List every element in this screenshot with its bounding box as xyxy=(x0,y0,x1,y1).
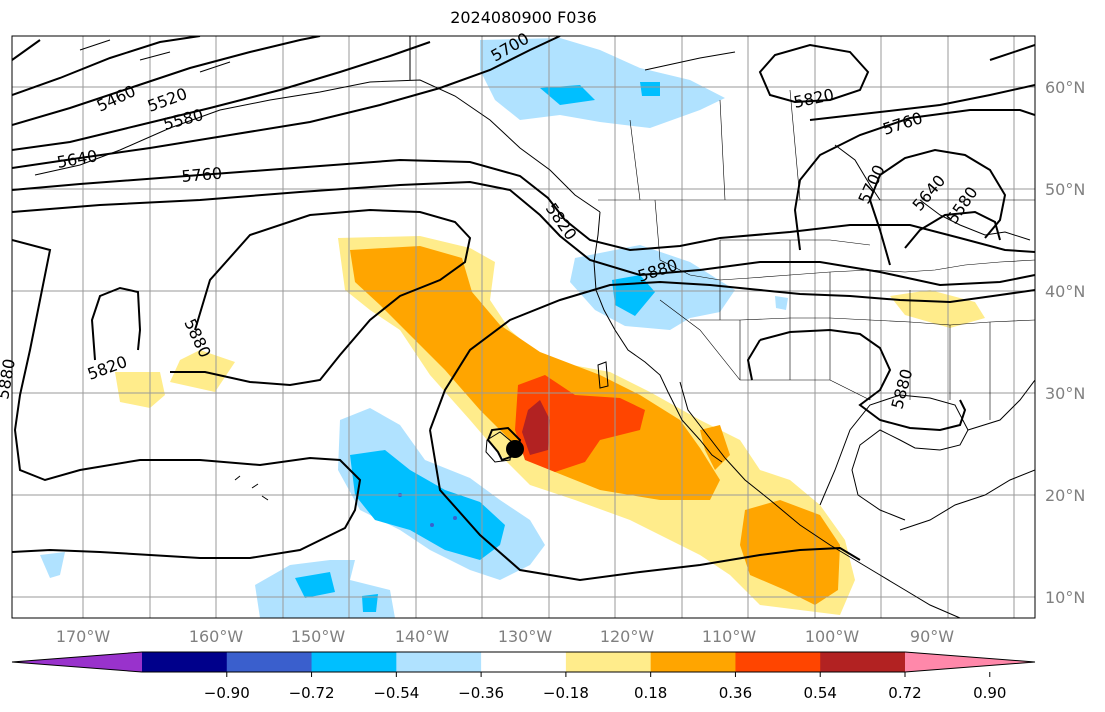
colorbar-tick-label: 0.54 xyxy=(804,684,837,702)
negative-anomaly-mid-region xyxy=(540,85,595,105)
colorbar-outline xyxy=(11,651,1036,673)
colorbar-segment xyxy=(650,652,736,672)
colorbar-tick-label: 0.72 xyxy=(888,684,921,702)
colorbar-tick-label: −0.36 xyxy=(458,684,504,702)
lat-label: 10°N xyxy=(1045,588,1085,607)
lat-label: 20°N xyxy=(1045,486,1085,505)
colorbar-extension-high xyxy=(905,652,1035,672)
negative-anomaly-deep-speck xyxy=(453,516,457,520)
negative-anomaly-light-region xyxy=(775,296,788,310)
lon-label: 110°W xyxy=(702,627,757,646)
map-title: 2024080900 F036 xyxy=(450,8,597,27)
colorbar-tick-label: 0.90 xyxy=(973,684,1006,702)
longitude-axis: 170°W 160°W 150°W 140°W 130°W 120°W 110°… xyxy=(56,627,954,646)
latitude-axis: 60°N 50°N 40°N 30°N 20°N 10°N xyxy=(1045,78,1085,607)
lat-label: 60°N xyxy=(1045,78,1085,97)
lon-label: 90°W xyxy=(910,627,954,646)
colorbar-tick-label: −0.90 xyxy=(204,684,250,702)
colorbar-segment xyxy=(820,652,906,672)
lon-label: 160°W xyxy=(189,627,244,646)
map-frame xyxy=(11,35,1036,619)
colorbar-segment xyxy=(735,652,821,672)
negative-anomaly-mid-region xyxy=(362,594,378,612)
contour-label: 5760 xyxy=(181,164,223,186)
colorbar-segment xyxy=(396,652,482,672)
political-borders xyxy=(598,89,1035,420)
lon-label: 130°W xyxy=(498,627,553,646)
lon-label: 140°W xyxy=(395,627,450,646)
map-gridlines xyxy=(12,36,1035,618)
colorbar-tick-label: −0.54 xyxy=(373,684,419,702)
colorbar-tick-label: 0.36 xyxy=(719,684,752,702)
lon-label: 100°W xyxy=(805,627,860,646)
storm-center-marker xyxy=(506,440,524,458)
negative-anomaly-mid-region xyxy=(612,275,655,316)
colorbar-segment xyxy=(142,652,228,672)
colorbar-segment xyxy=(226,652,313,672)
lat-label: 30°N xyxy=(1045,384,1085,403)
negative-anomaly-light-region xyxy=(480,38,725,128)
positive-anomaly-mid-region xyxy=(700,425,730,470)
negative-anomaly-deep-speck xyxy=(430,523,434,527)
lat-label: 40°N xyxy=(1045,282,1085,301)
lon-label: 120°W xyxy=(600,627,655,646)
positive-anomaly-light-region xyxy=(115,372,165,408)
lat-label: 50°N xyxy=(1045,180,1085,199)
colorbar-segment xyxy=(565,652,652,672)
lon-label: 170°W xyxy=(56,627,111,646)
colorbar-tick-label: −0.18 xyxy=(543,684,589,702)
colorbar-extension-low xyxy=(12,652,142,672)
negative-anomaly-light-region xyxy=(40,552,65,578)
colorbar: −0.90 −0.72 −0.54 −0.36 −0.18 0.18 0.36 0.54 0.7… xyxy=(11,651,1036,702)
positive-anomaly-max-region xyxy=(522,400,550,455)
height-contours xyxy=(12,36,1035,582)
anomaly-shading xyxy=(40,38,985,618)
colorbar-tick-label: 0.18 xyxy=(634,684,667,702)
colorbar-segment xyxy=(481,652,567,672)
colorbar-tick-label: −0.72 xyxy=(289,684,335,702)
negative-anomaly-mid-region xyxy=(295,572,335,598)
lon-label: 150°W xyxy=(291,627,346,646)
negative-anomaly-mid-region xyxy=(350,450,505,560)
negative-anomaly-mid-region xyxy=(640,82,660,96)
positive-anomaly-mid-region xyxy=(350,246,720,500)
colorbar-segment xyxy=(311,652,397,672)
